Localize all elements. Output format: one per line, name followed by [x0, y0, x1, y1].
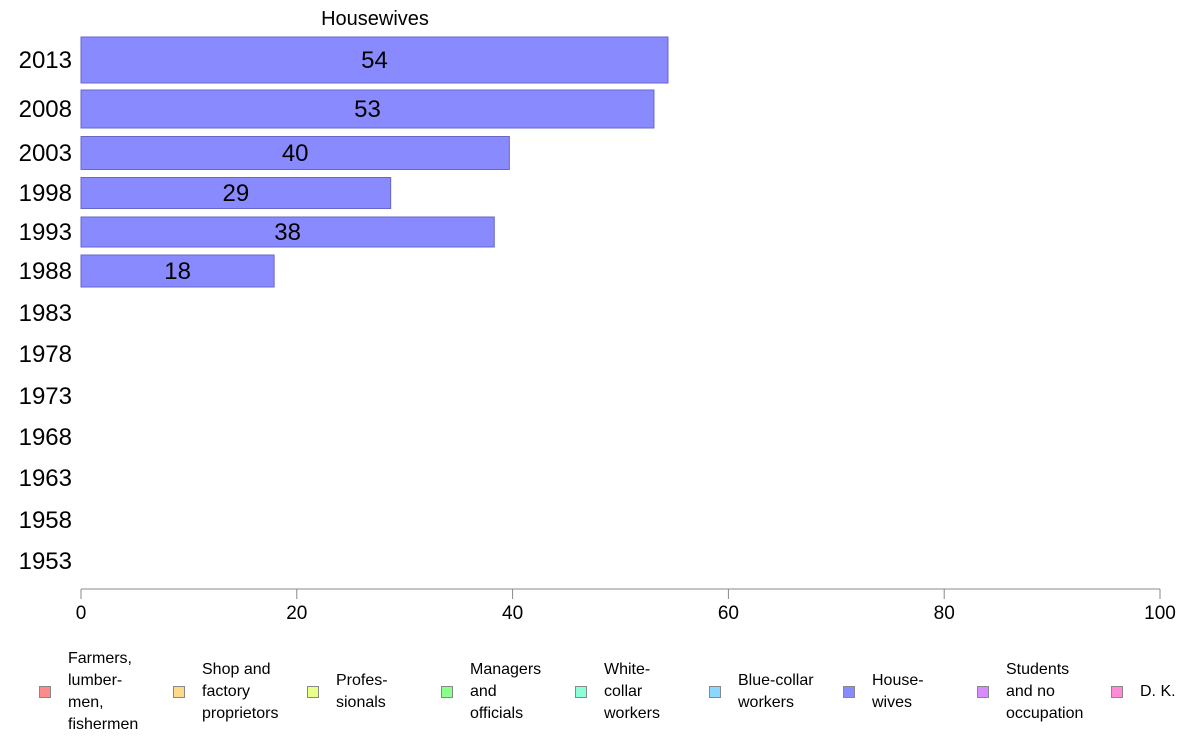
chart-title: Housewives — [321, 8, 429, 30]
bar — [80, 136, 510, 170]
legend-label: Shop and factory proprietors — [202, 661, 279, 722]
x-tick-label: 100 — [1144, 603, 1176, 624]
legend-item: Managers and officials — [441, 659, 541, 725]
legend-swatch — [173, 686, 185, 698]
legend-swatch — [709, 686, 721, 698]
x-tick-label: 20 — [286, 603, 307, 624]
legend-label: Profes- sionals — [336, 672, 388, 711]
y-tick-label: 1958 — [19, 507, 72, 534]
bar-data-label: 53 — [354, 96, 381, 123]
x-axis: 0 20 40 60 80 100 — [76, 588, 1176, 624]
x-tick-label: 60 — [718, 603, 739, 624]
legend-item: Students and no occupation — [977, 659, 1083, 725]
bar-data-label: 29 — [222, 180, 249, 207]
legend-swatch — [441, 686, 453, 698]
y-tick-label: 1993 — [19, 219, 72, 246]
legend-swatch — [843, 686, 855, 698]
legend-swatch — [575, 686, 587, 698]
bar — [80, 216, 495, 248]
legend-item: Farmers, lumber- men, fishermen — [39, 648, 138, 736]
bar — [80, 36, 669, 84]
x-tick-label: 40 — [502, 603, 523, 624]
y-tick-label: 1973 — [19, 383, 72, 410]
bar — [80, 177, 392, 209]
legend-swatch — [1111, 686, 1123, 698]
legend-label: Farmers, lumber- men, fishermen — [68, 650, 139, 733]
x-tick-label: 0 — [76, 603, 87, 624]
bar — [80, 254, 275, 288]
y-tick-label: 1998 — [19, 180, 72, 207]
legend-label: Managers and officials — [470, 661, 542, 722]
bar-data-label: 18 — [164, 258, 191, 285]
y-tick-label: 1978 — [19, 341, 72, 368]
legend-swatch — [977, 686, 989, 698]
y-tick-label: 2013 — [19, 47, 72, 74]
x-tick-label: 80 — [934, 603, 955, 624]
legend-swatch — [307, 686, 319, 698]
y-axis-tick-labels: 2013 2008 2003 1998 1993 1988 1983 1978 1973 1968… — [19, 47, 72, 575]
legend: Farmers, lumber- men, fishermen Shop and … — [0, 648, 1188, 733]
y-tick-label: 1968 — [19, 424, 72, 451]
y-tick-label: 1988 — [19, 258, 72, 285]
bar-data-label: 40 — [282, 140, 309, 167]
legend-item: House- wives — [843, 670, 924, 714]
y-tick-label: 1953 — [19, 548, 72, 575]
bar-data-label: 38 — [274, 219, 301, 246]
legend-item: Profes- sionals — [307, 670, 388, 714]
y-tick-label: 1963 — [19, 465, 72, 492]
bar-data-label: 54 — [361, 47, 388, 74]
legend-item: White- collar workers — [575, 659, 660, 725]
bar — [80, 89, 655, 129]
bars-group: 54 53 40 29 38 18 — [80, 36, 669, 288]
y-tick-label: 2008 — [19, 96, 72, 123]
legend-label: White- collar workers — [604, 661, 661, 722]
legend-label: Blue-collar workers — [738, 672, 814, 711]
legend-item: Shop and factory proprietors — [173, 659, 278, 725]
legend-label: D. K. — [1140, 683, 1176, 700]
y-tick-label: 1983 — [19, 300, 72, 327]
y-tick-label: 2003 — [19, 140, 72, 167]
legend-swatch — [39, 686, 51, 698]
legend-item: Blue-collar workers — [709, 670, 814, 714]
bar-chart: Housewives 54 53 40 29 38 18 2013 2008 2003 1998… — [19, 8, 1176, 624]
legend-item: D. K. — [1111, 681, 1176, 703]
legend-label: House- wives — [872, 672, 924, 711]
legend-label: Students and no occupation — [1006, 661, 1084, 722]
